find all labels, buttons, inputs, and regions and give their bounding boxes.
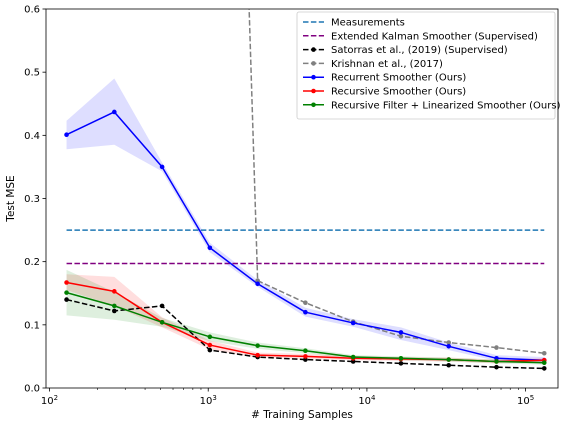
legend-marker-3	[311, 61, 316, 66]
line-series-3	[248, 9, 545, 355]
point-series-4-0	[64, 132, 69, 138]
legend: Measurements Extended Kalman Smoother (Su…	[296, 11, 561, 120]
point-series-5-3	[207, 342, 213, 348]
point-series-4-3	[207, 245, 213, 251]
legend-label-1: Extended Kalman Smoother (Supervised)	[331, 31, 538, 42]
point-series-6-2	[159, 320, 165, 325]
point-series-6-10	[541, 360, 547, 366]
legend-marker-4	[311, 74, 316, 80]
confidence-bands	[66, 78, 545, 365]
point-series-6-5	[303, 348, 308, 354]
point-series-3-2	[303, 300, 308, 306]
point-series-4-6	[350, 320, 356, 326]
point-series-2-2	[159, 303, 165, 309]
point-series-5-0	[64, 280, 69, 285]
point-series-4-2	[159, 164, 165, 170]
x-axis-ticks: 102 103 104 105	[41, 388, 534, 407]
point-series-2-8	[446, 362, 452, 368]
point-series-6-1	[112, 303, 117, 309]
point-series-2-5	[303, 357, 308, 362]
point-series-6-7	[398, 356, 404, 361]
point-series-5-4	[255, 352, 260, 358]
point-series-6-3	[207, 334, 213, 340]
point-series-5-1	[112, 289, 117, 294]
series-markers	[64, 109, 547, 371]
point-series-2-9	[494, 364, 499, 370]
x-tick-label-2: 104	[358, 394, 376, 407]
point-series-2-1	[112, 308, 117, 314]
legend-marker-5	[311, 88, 316, 94]
point-series-3-4	[398, 333, 404, 339]
legend-label-4: Recurrent Smoother (Ours)	[331, 73, 466, 84]
point-series-3-6	[494, 345, 499, 350]
legend-label-5: Recursive Smoother (Ours)	[331, 87, 466, 98]
y-tick-label-1: 0.1	[24, 320, 40, 331]
band-series-5	[66, 274, 545, 364]
point-series-5-5	[303, 354, 308, 359]
y-tick-label-6: 0.6	[24, 5, 40, 16]
point-series-2-6	[350, 359, 356, 364]
y-axis-label: Test MSE	[5, 175, 17, 222]
point-series-4-1	[112, 109, 117, 115]
point-series-6-6	[350, 354, 356, 360]
point-series-4-9	[494, 356, 499, 361]
point-series-2-0	[64, 297, 69, 302]
y-axis-ticks: 0.0 0.1 0.2 0.3 0.4 0.5 0.6	[24, 5, 46, 395]
legend-marker-2	[311, 47, 316, 52]
x-tick-label-1: 103	[200, 394, 217, 407]
y-tick-label-5: 0.5	[24, 68, 40, 79]
x-tick-label-3: 105	[517, 394, 534, 407]
point-series-4-4	[255, 281, 260, 287]
legend-label-0: Measurements	[331, 18, 405, 29]
point-series-3-7	[541, 350, 547, 356]
point-series-4-5	[303, 309, 308, 315]
legend-box	[296, 11, 556, 120]
point-series-4-8	[446, 344, 452, 349]
y-tick-label-4: 0.4	[24, 131, 40, 142]
point-series-6-8	[446, 357, 452, 362]
y-tick-label-0: 0.0	[24, 384, 40, 395]
y-tick-label-2: 0.2	[24, 257, 40, 268]
point-series-6-0	[64, 290, 69, 295]
legend-label-3: Krishnan et al., (2017)	[331, 59, 443, 70]
legend-label-6: Recursive Filter + Linearized Smoother (…	[331, 100, 561, 111]
legend-label-2: Satorras et al., (2019) (Supervised)	[331, 45, 508, 56]
point-series-2-10	[541, 366, 547, 371]
point-series-6-9	[494, 359, 499, 364]
x-axis-label: # Training Samples	[251, 409, 353, 421]
series-lines	[66, 9, 545, 370]
x-tick-label-0: 102	[41, 394, 58, 407]
point-series-3-5	[446, 340, 452, 345]
point-series-4-7	[398, 330, 404, 335]
point-series-2-3	[207, 347, 213, 353]
point-series-3-1	[255, 278, 260, 283]
legend-marker-6	[311, 102, 316, 108]
band-series-4	[66, 78, 545, 364]
point-series-6-4	[255, 343, 260, 348]
point-series-2-7	[398, 361, 404, 366]
line-series-2	[66, 298, 545, 370]
y-tick-label-3: 0.3	[24, 194, 40, 205]
